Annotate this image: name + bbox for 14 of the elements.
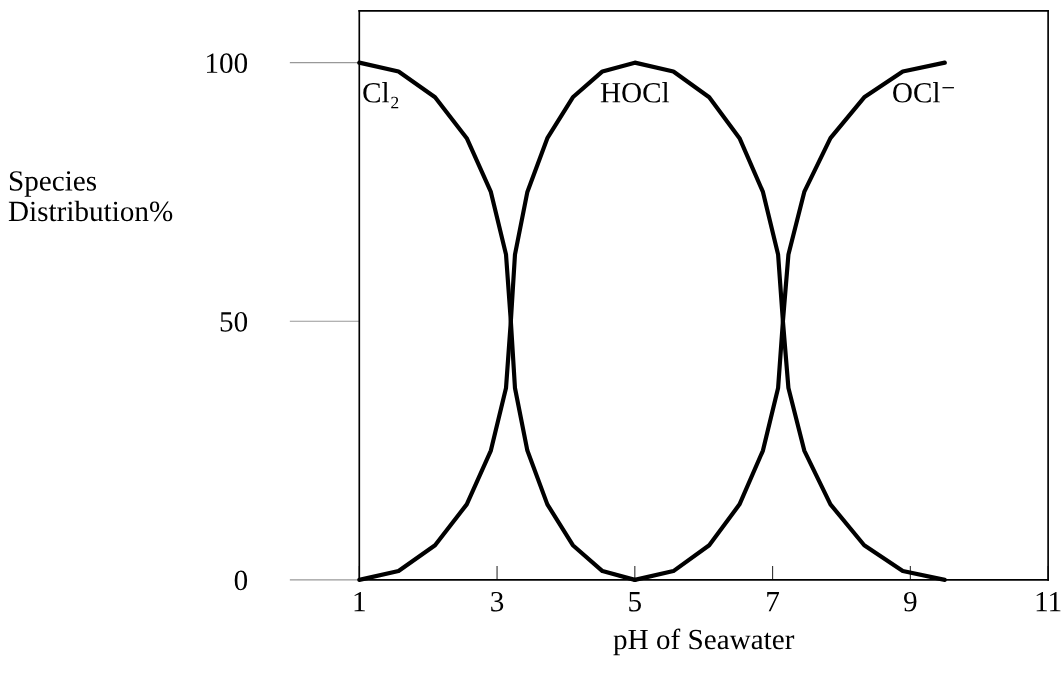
x-tick-label: 9 [904, 591, 917, 612]
y-tick-label: 50 [220, 311, 248, 332]
y-tick-label: 0 [234, 570, 248, 591]
series-label: Cl₂ [363, 82, 399, 109]
series-label: HOCl [600, 82, 670, 103]
x-tick-label: 11 [1036, 591, 1061, 612]
x-tick-label: 1 [354, 591, 365, 612]
y-axis-title: Species Distribution% [8, 171, 173, 222]
series-label: OCl⁻ [893, 82, 954, 103]
y-tick-label: 100 [207, 53, 248, 74]
x-tick-label: 3 [491, 591, 504, 612]
x-axis-title: pH of Seawater [613, 628, 795, 656]
x-tick-label: 5 [629, 592, 641, 612]
x-tick-label: 7 [767, 592, 780, 612]
